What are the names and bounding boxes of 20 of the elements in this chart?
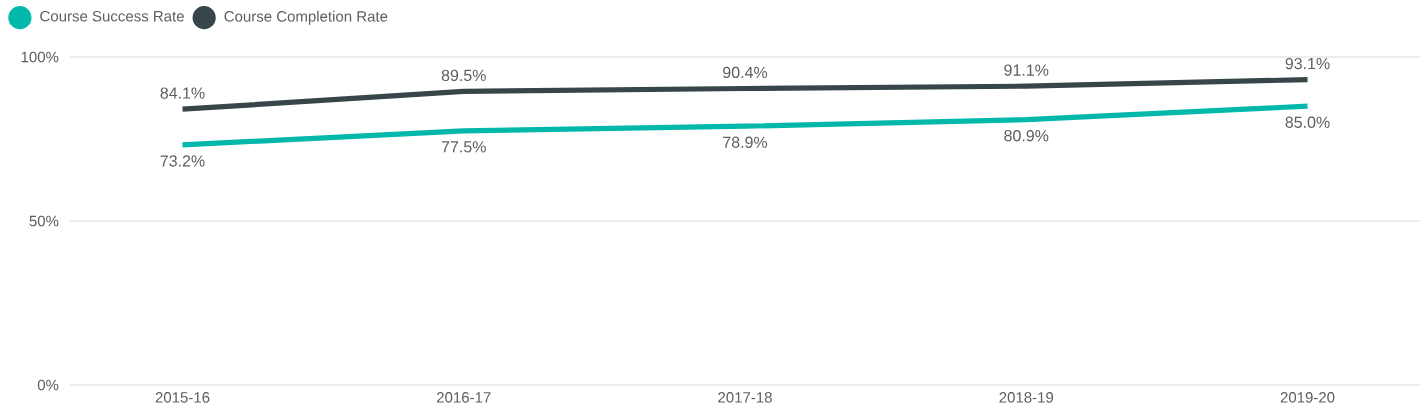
legend-label: Course Completion Rate (224, 10, 388, 25)
data-label: 90.4% (723, 66, 768, 79)
y-tick-label: 100% (21, 51, 59, 63)
data-label: 91.1% (1004, 64, 1049, 76)
x-tick-label: 2018-19 (999, 392, 1054, 403)
data-label: 73.2% (160, 155, 205, 167)
data-label: 89.5% (441, 69, 486, 82)
x-tick-label: 2015-16 (155, 392, 210, 403)
y-tick-label: 0% (37, 379, 59, 391)
x-tick-label: 2017-18 (718, 392, 772, 403)
data-label: 77.5% (441, 141, 486, 153)
x-tick-label: 2019-20 (1280, 392, 1335, 403)
legend-label: Course Success Rate (40, 10, 184, 22)
y-tick-label: 50% (29, 215, 59, 227)
data-label: 85.0% (1285, 116, 1330, 128)
data-label: 78.9% (723, 136, 768, 148)
data-label: 84.1% (160, 87, 205, 99)
x-tick-label: 2016-17 (436, 392, 491, 403)
data-label: 80.9% (1004, 130, 1049, 142)
data-label: 93.1% (1285, 57, 1330, 70)
